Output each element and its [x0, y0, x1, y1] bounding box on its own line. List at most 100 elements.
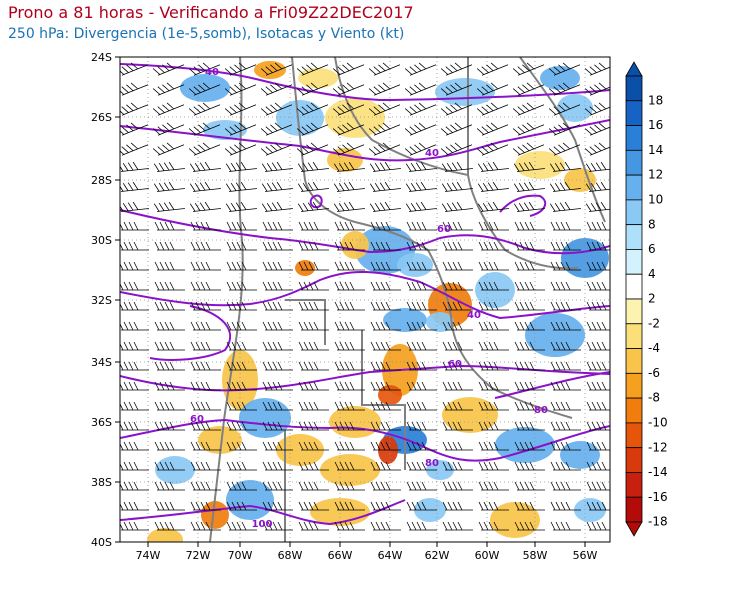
wind-barb — [442, 401, 473, 411]
wind-barb — [476, 102, 509, 116]
wind-barb — [120, 201, 149, 212]
wind-barb — [262, 421, 293, 431]
colorbar-segment — [625, 125, 643, 151]
isotach-label: 40 — [425, 148, 439, 159]
divergence-blob — [515, 151, 565, 179]
lat-label: 36S — [91, 416, 112, 429]
wind-barb — [406, 521, 437, 531]
wind-barb — [549, 201, 581, 212]
wind-barb — [120, 122, 149, 136]
wind-barb — [370, 301, 401, 311]
wind-barb — [190, 361, 221, 371]
wind-barb — [370, 241, 401, 251]
wind-barb — [370, 461, 401, 471]
wind-barb — [478, 461, 509, 471]
wind-barb — [442, 381, 473, 391]
wind-barb — [406, 221, 437, 231]
divergence-shading — [147, 61, 609, 542]
wind-barb — [477, 181, 509, 192]
wind-barb — [514, 261, 545, 271]
lon-label: 62W — [425, 549, 450, 562]
wind-barb — [226, 241, 257, 251]
wind-barb — [584, 142, 610, 156]
divergence-blob — [490, 502, 540, 538]
wind-barb — [298, 301, 329, 311]
wind-barb — [260, 82, 293, 96]
wind-barb — [334, 241, 365, 251]
colorbar-label: -8 — [648, 391, 660, 405]
wind-barb — [550, 521, 581, 531]
wind-barb — [514, 441, 545, 451]
wind-barb — [406, 341, 437, 351]
wind-barb — [406, 481, 437, 491]
lon-label: 70W — [228, 549, 253, 562]
wind-barb — [550, 461, 581, 471]
wind-barb — [369, 201, 401, 212]
wind-barb — [190, 261, 221, 271]
wind-barb — [120, 241, 149, 251]
wind-barb — [406, 261, 437, 271]
wind-barb — [188, 62, 221, 76]
wind-barb — [370, 281, 401, 291]
wind-barb — [152, 122, 185, 136]
wind-barb — [478, 401, 509, 411]
wind-barb — [441, 161, 473, 172]
wind-barb — [262, 241, 293, 251]
wind-barb — [262, 321, 293, 331]
wind-barb — [189, 181, 221, 192]
wind-barb — [477, 161, 509, 172]
wind-barb — [404, 142, 437, 156]
lat-label: 38S — [91, 476, 112, 489]
divergence-blob — [298, 68, 338, 88]
wind-barb — [585, 181, 610, 192]
divergence-blob — [226, 480, 274, 520]
lat-label: 40S — [91, 536, 112, 549]
isotach-label: 60 — [437, 224, 451, 235]
wind-barb — [120, 82, 149, 96]
wind-barb — [260, 62, 293, 76]
wind-barb — [333, 201, 365, 212]
wind-barb — [120, 361, 149, 371]
wind-barb — [226, 481, 257, 491]
colorbar-label: 6 — [648, 242, 656, 256]
wind-barb — [190, 281, 221, 291]
map-gridlines — [120, 57, 610, 542]
wind-barb — [476, 82, 509, 96]
wind-barb — [442, 261, 473, 271]
wind-barb — [120, 461, 149, 471]
wind-barb — [550, 281, 581, 291]
wind-barb — [584, 82, 610, 96]
wind-barb — [120, 221, 149, 231]
wind-barb — [370, 521, 401, 531]
lat-label: 30S — [91, 234, 112, 247]
wind-barb — [550, 301, 581, 311]
wind-barb — [334, 281, 365, 291]
wind-barb — [260, 142, 293, 156]
wind-barb — [548, 82, 581, 96]
wind-barb — [513, 161, 545, 172]
wind-barb — [514, 321, 545, 331]
wind-barb — [120, 102, 149, 116]
colorbar-label: 4 — [648, 267, 656, 281]
wind-barb — [370, 501, 401, 511]
divergence-blob — [442, 397, 498, 433]
colorbar-segment — [625, 422, 643, 449]
wind-barb — [405, 181, 437, 192]
lon-label: 72W — [186, 549, 211, 562]
wind-barb — [514, 421, 545, 431]
wind-barb — [153, 181, 185, 192]
wind-barb — [477, 201, 509, 212]
wind-barb — [550, 261, 581, 271]
wind-barb — [154, 501, 185, 511]
wind-barb — [440, 82, 473, 96]
wind-barb — [512, 122, 545, 136]
wind-barb — [226, 381, 257, 391]
wind-barb — [154, 401, 185, 411]
wind-barb — [120, 261, 149, 271]
wind-barb — [120, 181, 149, 192]
wind-barb — [226, 521, 257, 531]
wind-barb — [370, 481, 401, 491]
divergence-blob — [203, 120, 247, 140]
wind-barb — [188, 102, 221, 116]
divergence-blob — [525, 313, 585, 357]
